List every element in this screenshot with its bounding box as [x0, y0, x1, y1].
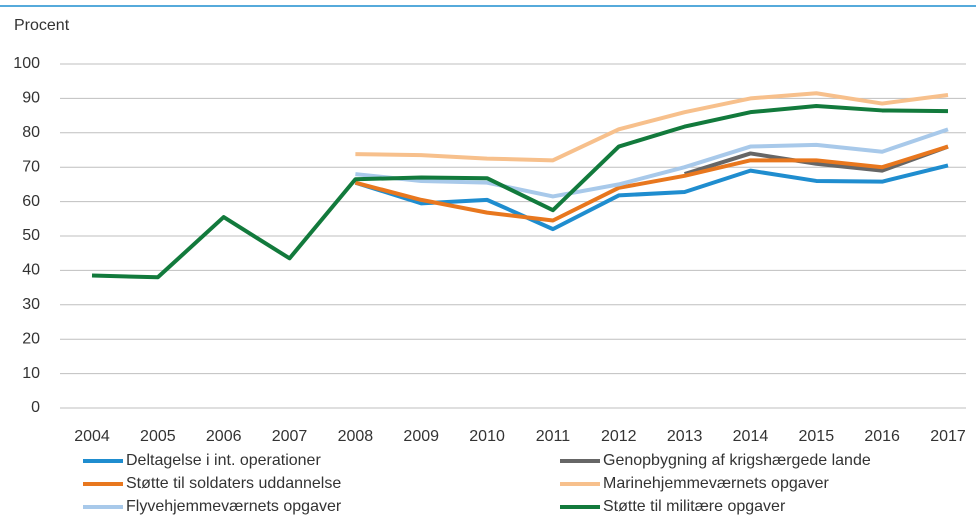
x-tick-label: 2005	[140, 428, 176, 445]
y-tick-label: 70	[22, 158, 40, 175]
x-tick-label: 2016	[864, 428, 900, 445]
x-tick-label: 2010	[469, 428, 505, 445]
x-tick-label: 2012	[601, 428, 637, 445]
legend-label: Støtte til soldaters uddannelse	[126, 475, 341, 492]
x-tick-label: 2004	[74, 428, 110, 445]
x-tick-label: 2015	[799, 428, 835, 445]
y-tick-label: 40	[22, 262, 40, 279]
y-tick-label: 30	[22, 296, 40, 313]
y-tick-label: 90	[22, 90, 40, 107]
y-tick-label: 50	[22, 227, 40, 244]
series-line	[91, 103, 949, 280]
x-tick-label: 2011	[536, 428, 571, 445]
y-tick-label: 10	[22, 365, 40, 382]
x-tick-label: 2017	[930, 428, 966, 445]
y-tick-label: 20	[22, 330, 40, 347]
legend-label: Flyvehjemmeværnets opgaver	[126, 498, 342, 515]
y-tick-label: 100	[13, 55, 40, 72]
series-line	[355, 127, 949, 199]
x-tick-label: 2006	[206, 428, 242, 445]
series-line	[684, 144, 949, 176]
y-tick-label: 0	[31, 399, 40, 416]
x-tick-label: 2007	[272, 428, 308, 445]
y-axis-label: Procent	[14, 17, 70, 34]
y-tick-label: 80	[22, 124, 40, 141]
x-tick-label: 2008	[338, 428, 374, 445]
legend-label: Marinehjemmeværnets opgaver	[603, 475, 830, 492]
legend-label: Støtte til militære opgaver	[603, 498, 786, 515]
y-tick-label: 60	[22, 193, 40, 210]
x-tick-label: 2009	[403, 428, 439, 445]
series-line	[354, 163, 949, 232]
legend-label: Genopbygning af krigshærgede lande	[603, 452, 871, 469]
series-line	[354, 144, 949, 223]
x-tick-label: 2014	[733, 428, 769, 445]
series-line	[355, 91, 949, 163]
legend-label: Deltagelse i int. operationer	[126, 452, 321, 469]
x-tick-label: 2013	[667, 428, 703, 445]
